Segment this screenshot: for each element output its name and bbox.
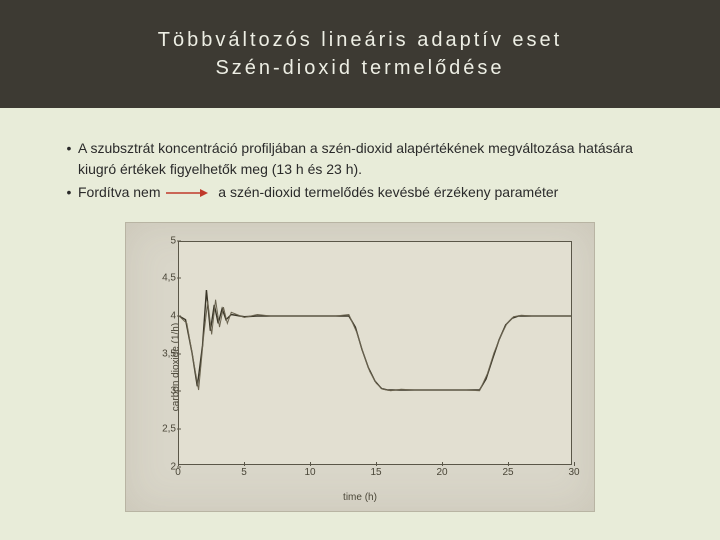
x-tick-label: 10 bbox=[304, 467, 315, 478]
bullet-marker: • bbox=[60, 138, 78, 159]
x-tick-label: 0 bbox=[175, 467, 181, 478]
bullet-item-2: • Fordítva nem a szén-dioxid termelődés … bbox=[60, 182, 660, 204]
title-line-2: Szén-dioxid termelődése bbox=[215, 54, 504, 82]
x-tick-label: 15 bbox=[370, 467, 381, 478]
plot-area bbox=[178, 241, 572, 465]
y-tick-label: 2 bbox=[148, 461, 176, 472]
y-tick-label: 5 bbox=[148, 235, 176, 246]
y-tick-label: 3 bbox=[148, 386, 176, 397]
x-tick-label: 20 bbox=[436, 467, 447, 478]
y-tick-label: 4 bbox=[148, 311, 176, 322]
y-tick-label: 4,5 bbox=[148, 273, 176, 284]
title-line-1: Többváltozós lineáris adaptív eset bbox=[158, 26, 562, 54]
inline-arrow-icon bbox=[166, 183, 208, 204]
series-trace2 bbox=[179, 300, 571, 391]
co2-line-chart: carbon dioxide (1/h) time (h) 22,533,544… bbox=[125, 222, 595, 512]
slide-title-bar: Többváltozós lineáris adaptív eset Szén-… bbox=[0, 0, 720, 108]
content-area: • A szubsztrát koncentráció profiljában … bbox=[0, 108, 720, 512]
y-tick-label: 2,5 bbox=[148, 424, 176, 435]
chart-lines-svg bbox=[179, 242, 571, 464]
bullet-list: • A szubsztrát koncentráció profiljában … bbox=[60, 138, 660, 204]
bullet-text-2: Fordítva nem a szén-dioxid termelődés ke… bbox=[78, 182, 660, 204]
bullet-marker: • bbox=[60, 182, 78, 203]
chart-container: carbon dioxide (1/h) time (h) 22,533,544… bbox=[60, 222, 660, 512]
bullet-text-1: A szubsztrát koncentráció profiljában a … bbox=[78, 138, 660, 180]
x-tick-label: 5 bbox=[241, 467, 247, 478]
y-tick-label: 3,5 bbox=[148, 348, 176, 359]
series-trace1 bbox=[179, 290, 571, 390]
x-axis-label: time (h) bbox=[343, 492, 377, 503]
bullet-2-before: Fordítva nem bbox=[78, 184, 160, 200]
x-tick-label: 30 bbox=[568, 467, 579, 478]
bullet-2-after: a szén-dioxid termelődés kevésbé érzéken… bbox=[218, 184, 558, 200]
x-tick-label: 25 bbox=[502, 467, 513, 478]
bullet-item-1: • A szubsztrát koncentráció profiljában … bbox=[60, 138, 660, 180]
